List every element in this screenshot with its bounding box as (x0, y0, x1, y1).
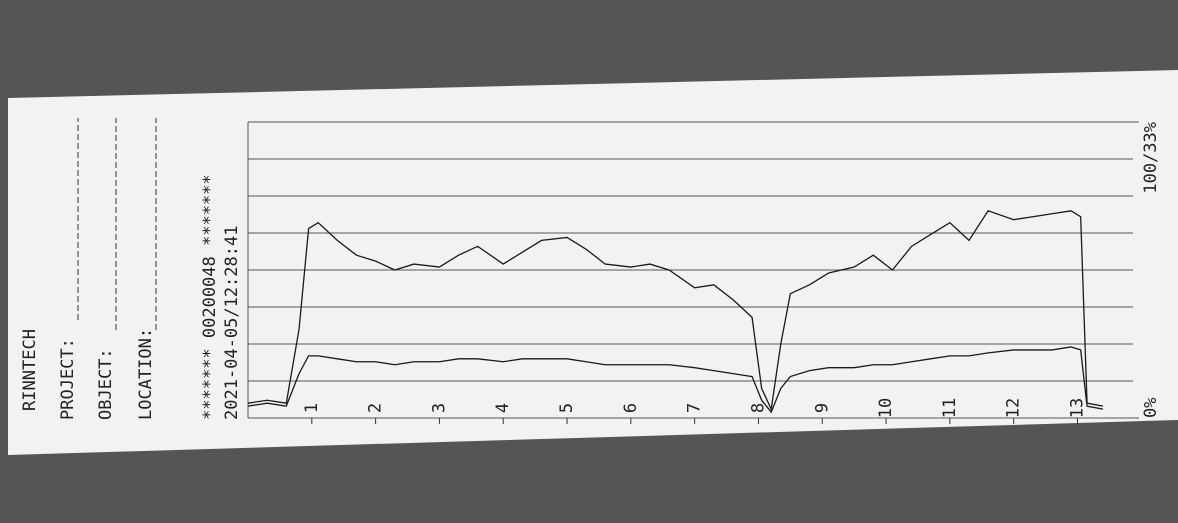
paper (8, 70, 1178, 455)
x-tick-label: 10 (876, 398, 896, 418)
field-label: LOCATION: (136, 328, 156, 420)
x-tick-label: 2 (366, 403, 386, 413)
x-tick-label: 7 (685, 403, 705, 413)
page: RINNTECH PROJECT: OBJECT: LOCATION: ****… (0, 0, 1178, 523)
x-tick-label: 1 (302, 403, 322, 413)
x-tick-label: 9 (812, 403, 832, 413)
timestamp: 2021-04-05/12:28:41 (222, 226, 242, 420)
field-label: PROJECT: (58, 338, 78, 420)
x-tick-label: 13 (1067, 398, 1087, 418)
x-tick-label: 4 (493, 403, 513, 413)
field-label: OBJECT: (96, 348, 116, 420)
x-tick-label: 12 (1004, 398, 1024, 418)
y-tick-label: 0% (1141, 398, 1161, 418)
y-tick-label: 100/33% (1141, 122, 1161, 194)
brand: RINNTECH (20, 329, 40, 411)
id-line: ******* 00200048 ******* (200, 174, 220, 420)
x-tick-label: 6 (621, 403, 641, 413)
x-tick-label: 5 (557, 403, 577, 413)
x-tick-label: 11 (940, 398, 960, 418)
x-tick-label: 3 (429, 403, 449, 413)
chart: RINNTECH PROJECT: OBJECT: LOCATION: ****… (0, 0, 1178, 523)
